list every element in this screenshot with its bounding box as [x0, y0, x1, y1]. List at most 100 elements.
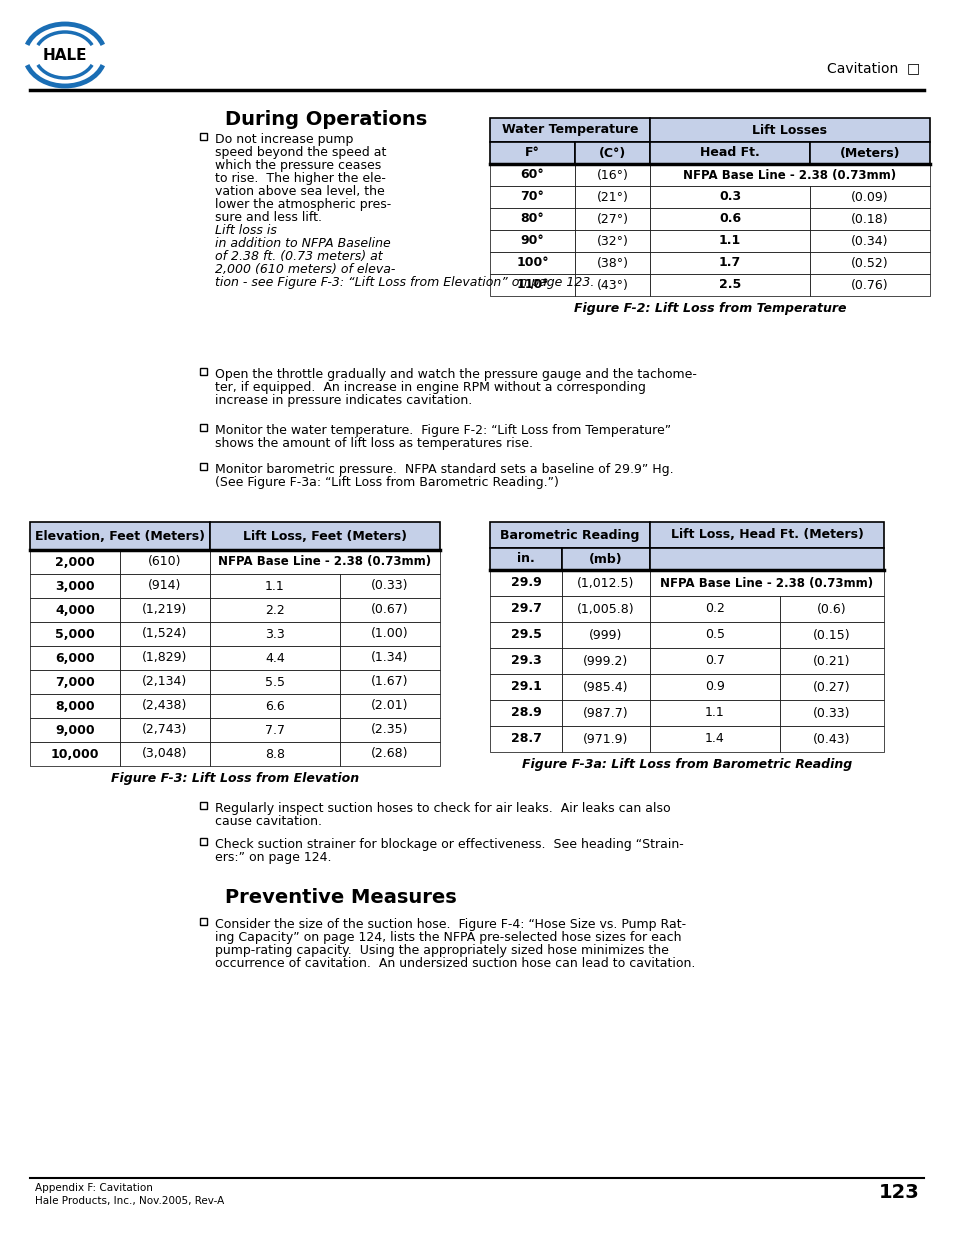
Bar: [120, 646, 210, 671]
Bar: [490, 119, 649, 142]
Text: 8,000: 8,000: [55, 699, 94, 713]
Bar: [780, 674, 883, 700]
Bar: [490, 230, 575, 252]
Text: Open the throttle gradually and watch the pressure gauge and the tachome-: Open the throttle gradually and watch th…: [214, 368, 696, 382]
Text: shows the amount of lift loss as temperatures rise.: shows the amount of lift loss as tempera…: [214, 437, 533, 450]
Text: 29.7: 29.7: [510, 603, 541, 615]
Bar: [120, 550, 210, 574]
Bar: [210, 671, 339, 694]
Bar: [490, 274, 575, 296]
Text: (See Figure F-3a: “Lift Loss from Barometric Reading.”): (See Figure F-3a: “Lift Loss from Barome…: [214, 475, 558, 489]
Bar: [780, 622, 883, 648]
Bar: [120, 742, 210, 766]
Text: Do not increase pump: Do not increase pump: [214, 133, 353, 146]
Text: 0.5: 0.5: [704, 629, 724, 641]
Text: 1.7: 1.7: [719, 257, 740, 269]
Text: NFPA Base Line - 2.38 (0.73mm): NFPA Base Line - 2.38 (0.73mm): [218, 556, 431, 568]
Text: Head Ft.: Head Ft.: [700, 147, 760, 159]
Text: 4.4: 4.4: [265, 652, 285, 664]
Bar: [210, 574, 339, 598]
Text: in addition to NFPA Baseline: in addition to NFPA Baseline: [214, 237, 391, 249]
Text: (Meters): (Meters): [839, 147, 900, 159]
Text: (0.33): (0.33): [371, 579, 408, 593]
Text: (2,438): (2,438): [142, 699, 188, 713]
Bar: [809, 230, 929, 252]
Text: 28.7: 28.7: [510, 732, 541, 746]
Bar: [339, 694, 439, 718]
Text: (32°): (32°): [596, 235, 628, 247]
Text: 0.9: 0.9: [704, 680, 724, 694]
Text: 29.9: 29.9: [510, 577, 540, 589]
Bar: [30, 742, 120, 766]
Text: tion - see Figure F-3: “Lift Loss from Elevation” on page 123.: tion - see Figure F-3: “Lift Loss from E…: [214, 275, 594, 289]
Bar: [649, 186, 809, 207]
Bar: [339, 671, 439, 694]
Bar: [210, 646, 339, 671]
Bar: [30, 598, 120, 622]
Bar: [575, 252, 649, 274]
Text: 7.7: 7.7: [265, 724, 285, 736]
Bar: [490, 522, 649, 548]
Bar: [649, 726, 780, 752]
Text: cause cavitation.: cause cavitation.: [214, 815, 322, 827]
Text: F°: F°: [524, 147, 539, 159]
Text: increase in pressure indicates cavitation.: increase in pressure indicates cavitatio…: [214, 394, 472, 408]
Bar: [210, 694, 339, 718]
Text: vation above sea level, the: vation above sea level, the: [214, 185, 384, 198]
Bar: [649, 548, 883, 571]
Text: Cavitation  □: Cavitation □: [826, 61, 919, 75]
Bar: [210, 622, 339, 646]
Bar: [649, 207, 809, 230]
Text: (3,048): (3,048): [142, 747, 188, 761]
Text: (0.21): (0.21): [812, 655, 850, 667]
Text: (27°): (27°): [596, 212, 628, 226]
Bar: [490, 674, 561, 700]
Text: 8.8: 8.8: [265, 747, 285, 761]
Bar: [339, 742, 439, 766]
Text: Lift loss is: Lift loss is: [214, 224, 276, 237]
Text: Lift Losses: Lift Losses: [752, 124, 826, 137]
Text: 2,000: 2,000: [55, 556, 94, 568]
Bar: [30, 694, 120, 718]
Text: (1,005.8): (1,005.8): [577, 603, 634, 615]
Bar: [210, 718, 339, 742]
Bar: [809, 252, 929, 274]
Bar: [561, 622, 649, 648]
Bar: [575, 142, 649, 164]
Text: (1,012.5): (1,012.5): [577, 577, 634, 589]
Text: Monitor barometric pressure.  NFPA standard sets a baseline of 29.9” Hg.: Monitor barometric pressure. NFPA standa…: [214, 463, 673, 475]
Bar: [120, 574, 210, 598]
Bar: [780, 648, 883, 674]
Text: occurrence of cavitation.  An undersized suction hose can lead to cavitation.: occurrence of cavitation. An undersized …: [214, 957, 695, 969]
Text: HALE: HALE: [43, 47, 87, 63]
Bar: [561, 674, 649, 700]
Bar: [490, 252, 575, 274]
Text: of 2.38 ft. (0.73 meters) at: of 2.38 ft. (0.73 meters) at: [214, 249, 382, 263]
Text: (999.2): (999.2): [583, 655, 628, 667]
Bar: [649, 164, 929, 186]
Text: Appendix F: Cavitation: Appendix F: Cavitation: [35, 1183, 152, 1193]
Text: (1.67): (1.67): [371, 676, 408, 688]
Bar: [575, 207, 649, 230]
Bar: [649, 142, 809, 164]
Text: 3,000: 3,000: [55, 579, 94, 593]
Text: 1.1: 1.1: [704, 706, 724, 720]
Text: speed beyond the speed at: speed beyond the speed at: [214, 146, 386, 159]
Bar: [809, 207, 929, 230]
Bar: [809, 142, 929, 164]
Text: (0.76): (0.76): [850, 279, 888, 291]
Text: (999): (999): [589, 629, 622, 641]
Text: (2,743): (2,743): [142, 724, 188, 736]
Text: (0.6): (0.6): [817, 603, 846, 615]
Bar: [649, 230, 809, 252]
Bar: [490, 648, 561, 674]
Text: 2.5: 2.5: [719, 279, 740, 291]
Text: (987.7): (987.7): [582, 706, 628, 720]
Bar: [200, 368, 207, 375]
Text: (16°): (16°): [596, 168, 628, 182]
Text: 6,000: 6,000: [55, 652, 94, 664]
Bar: [649, 674, 780, 700]
Text: (1,829): (1,829): [142, 652, 188, 664]
Bar: [561, 548, 649, 571]
Bar: [561, 700, 649, 726]
